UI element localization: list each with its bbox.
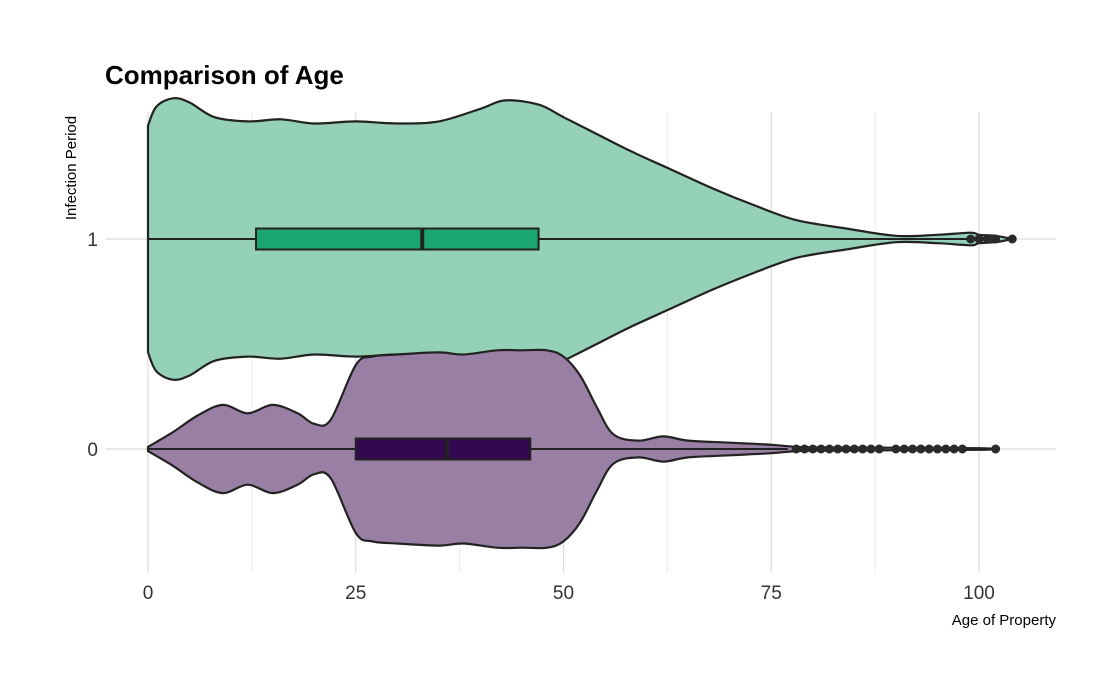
x-tick-label: 50 (553, 583, 574, 604)
outlier-point (1007, 234, 1017, 244)
outlier-point (982, 234, 992, 244)
outlier-point (932, 444, 942, 454)
x-tick-label: 100 (963, 583, 995, 604)
outlier-point (858, 444, 868, 454)
x-tick-label: 25 (345, 583, 366, 604)
outlier-point (957, 444, 967, 454)
outlier-point (808, 444, 818, 454)
outlier-point (991, 234, 1001, 244)
outlier-point (949, 444, 959, 454)
outlier-point (833, 444, 843, 454)
y-tick-label: 1 (87, 230, 98, 251)
violin-group-1 (146, 97, 1017, 381)
tick-labels: 0 25 50 75 100 1 0 (87, 230, 994, 604)
outlier-point (941, 444, 951, 454)
outlier-point (849, 444, 859, 454)
violins (146, 97, 1017, 550)
violin-group-0 (146, 348, 1001, 550)
x-tick-label: 0 (143, 583, 154, 604)
outlier-point (874, 444, 884, 454)
box-iqr (354, 437, 532, 461)
x-tick-label: 75 (761, 583, 782, 604)
x-axis-label: Age of Property (952, 612, 1057, 629)
outlier-point (866, 444, 876, 454)
outlier-point (991, 444, 1001, 454)
outlier-point (799, 444, 809, 454)
outlier-point (891, 444, 901, 454)
outlier-point (841, 444, 851, 454)
outlier-point (908, 444, 918, 454)
outlier-point (816, 444, 826, 454)
outlier-point (916, 444, 926, 454)
chart-title: Comparison of Age (105, 60, 344, 90)
y-tick-label: 0 (87, 440, 98, 461)
outlier-point (966, 234, 976, 244)
outlier-point (924, 444, 934, 454)
outlier-point (974, 234, 984, 244)
outlier-point (791, 444, 801, 454)
outlier-point (899, 444, 909, 454)
box-iqr (255, 227, 540, 251)
outlier-point (824, 444, 834, 454)
y-axis-label: Infection Period (63, 116, 80, 220)
